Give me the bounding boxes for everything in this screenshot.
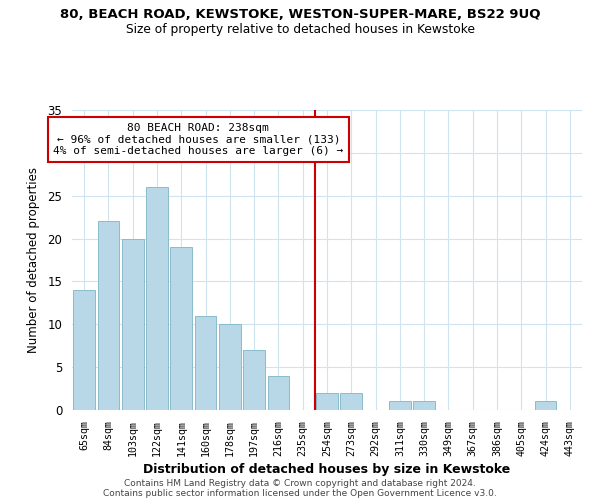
Bar [316,393,338,410]
X-axis label: Distribution of detached houses by size in Kewstoke: Distribution of detached houses by size … [143,462,511,475]
Bar [389,402,411,410]
Bar [413,402,435,410]
Bar [243,350,265,410]
Text: Size of property relative to detached houses in Kewstoke: Size of property relative to detached ho… [125,22,475,36]
Bar [73,290,95,410]
Y-axis label: Number of detached properties: Number of detached properties [28,167,40,353]
Text: Contains public sector information licensed under the Open Government Licence v3: Contains public sector information licen… [103,488,497,498]
Bar [194,316,217,410]
Bar [170,247,192,410]
Bar [268,376,289,410]
Bar [535,402,556,410]
Bar [122,238,143,410]
Text: 80 BEACH ROAD: 238sqm
← 96% of detached houses are smaller (133)
4% of semi-deta: 80 BEACH ROAD: 238sqm ← 96% of detached … [53,123,343,156]
Text: Contains HM Land Registry data © Crown copyright and database right 2024.: Contains HM Land Registry data © Crown c… [124,478,476,488]
Bar [146,187,168,410]
Bar [340,393,362,410]
Bar [219,324,241,410]
Bar [97,222,119,410]
Text: 80, BEACH ROAD, KEWSTOKE, WESTON-SUPER-MARE, BS22 9UQ: 80, BEACH ROAD, KEWSTOKE, WESTON-SUPER-M… [60,8,540,20]
